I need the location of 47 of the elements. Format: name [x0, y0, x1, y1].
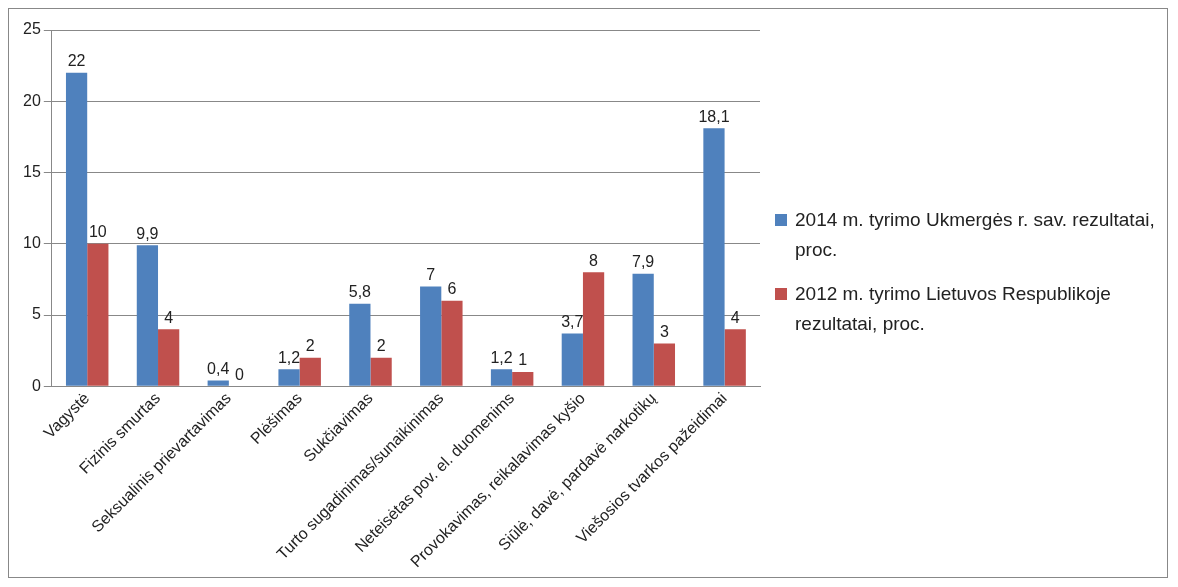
data-label: 0	[235, 365, 245, 383]
bar	[653, 343, 676, 386]
y-tick-label: 10	[23, 234, 41, 252]
data-label: 6	[447, 280, 457, 298]
data-label: 7	[426, 265, 436, 283]
data-label: 3,7	[561, 312, 584, 330]
data-label: 9,9	[136, 224, 159, 242]
bar	[582, 272, 605, 386]
y-tick-label: 25	[23, 20, 41, 38]
data-label: 5,8	[348, 283, 372, 301]
y-tick-label: 0	[31, 376, 41, 394]
data-label: 18,1	[698, 107, 730, 125]
bar	[299, 357, 321, 386]
data-label: 4	[730, 308, 740, 326]
bar	[370, 357, 392, 386]
bar	[87, 243, 109, 386]
data-label: 2	[376, 337, 386, 355]
data-label: 8	[589, 251, 599, 269]
data-label: 3	[659, 322, 669, 340]
bar	[561, 333, 583, 386]
y-tick-label: 15	[23, 162, 41, 180]
bar	[207, 380, 229, 386]
bar	[349, 303, 371, 386]
bar	[420, 286, 442, 386]
bar	[512, 372, 534, 386]
bar	[632, 273, 654, 386]
bar	[65, 72, 88, 386]
y-tick-label: 5	[31, 305, 41, 323]
y-tick-label: 20	[23, 91, 41, 109]
data-label: 0,4	[207, 360, 230, 377]
bar	[136, 245, 159, 386]
data-label: 1,2	[277, 348, 301, 366]
bar	[158, 329, 180, 386]
data-label: 1,2	[490, 348, 513, 366]
bar	[724, 329, 746, 386]
legend-label: 2014 m. tyrimo Ukmergės r. sav. rezultatai, proc.	[795, 208, 1155, 262]
data-label: 10	[88, 223, 107, 241]
bar	[490, 369, 513, 386]
data-label: 1	[518, 351, 528, 369]
data-label: 2	[305, 337, 315, 355]
bar	[703, 128, 725, 386]
legend-label: 2012 m. tyrimo Lietuvos Respublikoje rezultatai, proc.	[795, 282, 1112, 336]
bar	[278, 369, 300, 386]
data-label: 7,9	[632, 253, 655, 271]
data-label: 22	[67, 52, 86, 70]
bar	[441, 300, 463, 386]
data-label: 4	[164, 308, 174, 326]
